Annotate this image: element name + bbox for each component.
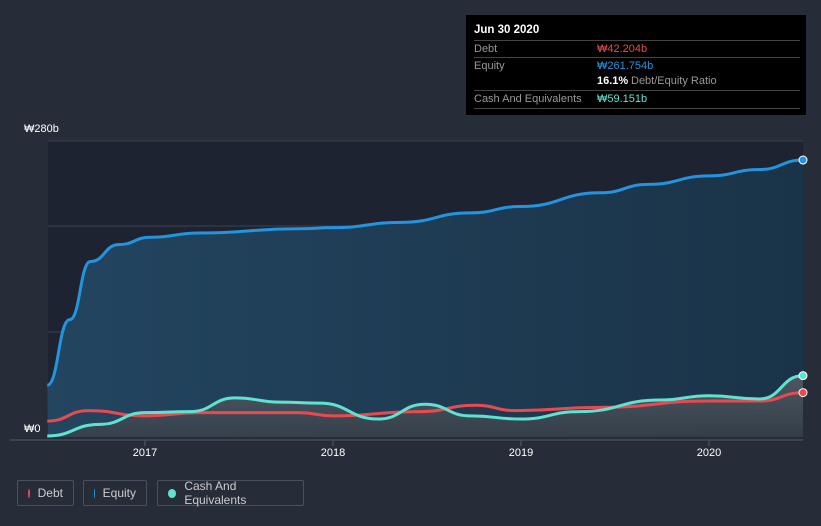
debt-value: ₩42.204b	[597, 43, 648, 55]
debt-end-point	[798, 388, 808, 398]
tooltip: Jun 30 2020 Debt ₩42.204b Equity ₩261.754b…	[466, 15, 806, 115]
debt-line	[47, 391, 804, 423]
ratio-label: Debt/Equity Ratio	[631, 75, 717, 87]
legend-equity[interactable]: Equity	[83, 480, 147, 506]
equity-label: Equity	[474, 60, 505, 72]
cash-value: ₩59.151b	[597, 93, 648, 105]
legend-label: Equity	[102, 486, 136, 500]
cash-area	[47, 375, 804, 437]
cash-label: Cash And Equivalents	[474, 93, 582, 105]
equity-value: ₩261.754b	[597, 60, 654, 72]
y-tick-label: ₩0	[24, 423, 41, 435]
legend-label: Cash And Equivalents	[184, 479, 247, 507]
cash-and-equivalents-end-point	[798, 371, 808, 381]
ratio-value: 16.1%	[597, 75, 629, 87]
equity-end-point	[798, 155, 808, 165]
debt-dot-icon	[28, 488, 30, 498]
x-tick-label: 2017	[133, 447, 157, 459]
cash-dot-icon	[168, 488, 177, 498]
legend-label: Debt	[37, 486, 63, 500]
x-tick-label: 2019	[509, 447, 533, 459]
y-tick-label: ₩280b	[24, 123, 59, 135]
x-tick-label: 2018	[321, 447, 345, 459]
tooltip-date: Jun 30 2020	[474, 24, 540, 36]
legend-debt[interactable]: Debt	[17, 480, 74, 506]
equity-line	[46, 158, 804, 387]
x-tick-label: 2020	[697, 447, 721, 459]
equity-dot-icon	[94, 488, 95, 498]
debt-label: Debt	[474, 43, 498, 55]
cash-and-equivalents-line	[47, 374, 804, 438]
equity-area	[47, 160, 804, 437]
legend-cash[interactable]: Cash And Equivalents	[157, 479, 304, 507]
